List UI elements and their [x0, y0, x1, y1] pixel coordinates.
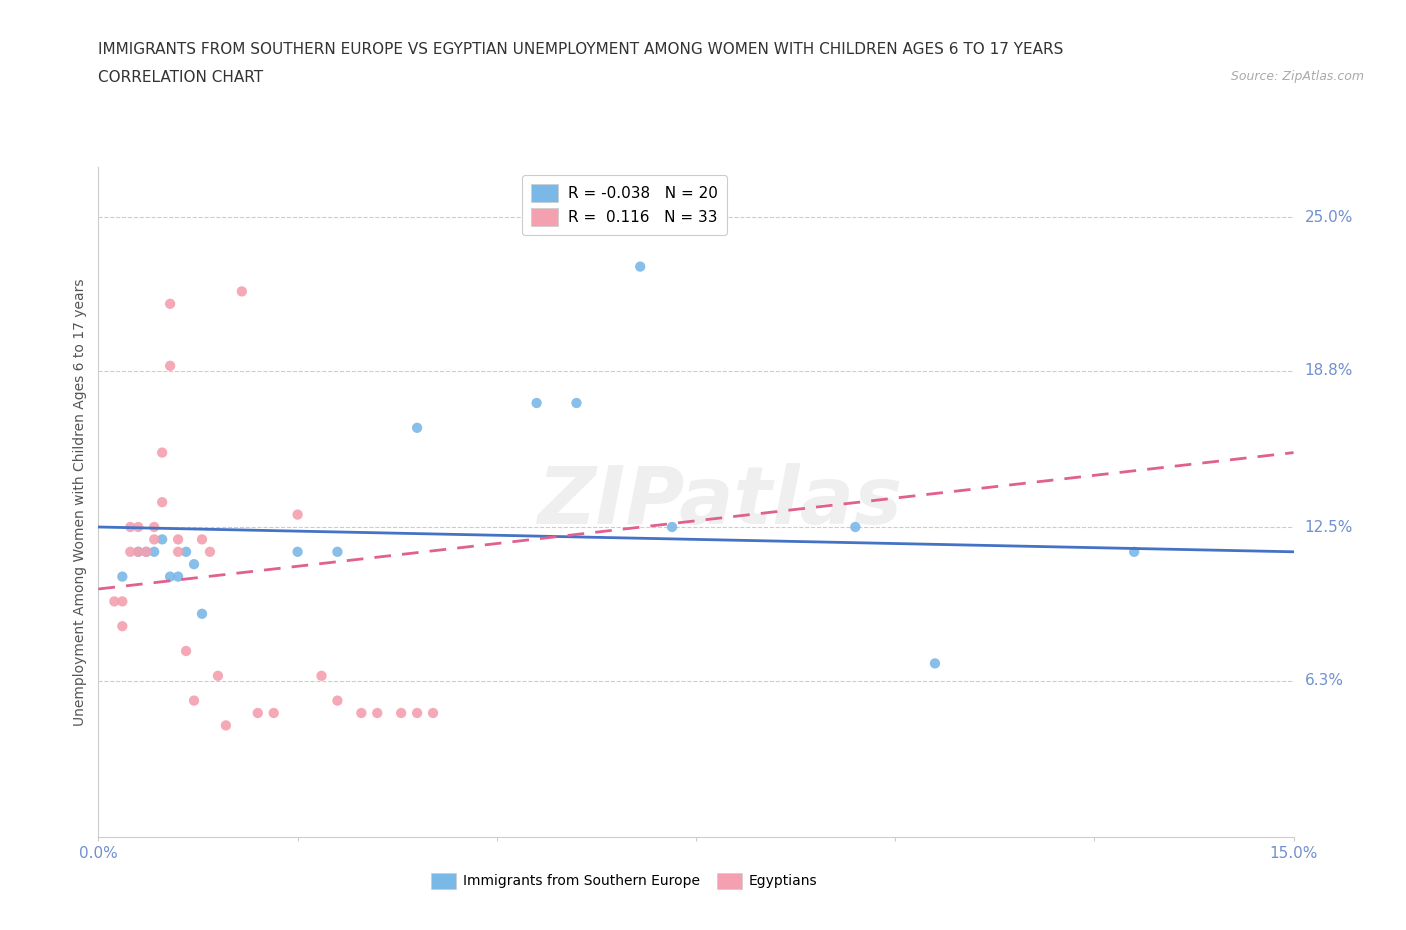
- Point: [389, 706, 412, 721]
- Point: [263, 706, 285, 721]
- Point: [150, 532, 173, 547]
- Point: [183, 557, 205, 572]
- Point: [366, 706, 388, 721]
- Point: [191, 532, 214, 547]
- Point: [111, 618, 134, 633]
- Point: [191, 606, 214, 621]
- Point: [111, 594, 134, 609]
- Point: [167, 569, 190, 584]
- Point: [159, 297, 181, 312]
- Text: CORRELATION CHART: CORRELATION CHART: [98, 70, 263, 85]
- Point: [246, 706, 269, 721]
- Text: 25.0%: 25.0%: [1305, 209, 1353, 224]
- Text: IMMIGRANTS FROM SOUTHERN EUROPE VS EGYPTIAN UNEMPLOYMENT AMONG WOMEN WITH CHILDR: IMMIGRANTS FROM SOUTHERN EUROPE VS EGYPT…: [98, 42, 1064, 57]
- Point: [326, 544, 349, 559]
- Point: [311, 669, 333, 684]
- Point: [326, 693, 349, 708]
- Point: [135, 544, 157, 559]
- Point: [183, 693, 205, 708]
- Point: [406, 420, 429, 435]
- Text: 18.8%: 18.8%: [1305, 364, 1353, 379]
- Point: [174, 644, 197, 658]
- Text: 12.5%: 12.5%: [1305, 520, 1353, 535]
- Text: ZIPatlas: ZIPatlas: [537, 463, 903, 541]
- Point: [127, 520, 149, 535]
- Point: [143, 520, 166, 535]
- Point: [231, 284, 253, 299]
- Point: [135, 544, 157, 559]
- Point: [159, 569, 181, 584]
- Point: [150, 495, 173, 510]
- Point: [1123, 544, 1146, 559]
- Point: [143, 544, 166, 559]
- Point: [628, 259, 651, 274]
- Point: [406, 706, 429, 721]
- Point: [167, 544, 190, 559]
- Point: [844, 520, 866, 535]
- Point: [103, 594, 125, 609]
- Point: [287, 507, 309, 522]
- Point: [111, 569, 134, 584]
- Point: [127, 544, 149, 559]
- Point: [198, 544, 221, 559]
- Point: [924, 656, 946, 671]
- Point: [215, 718, 238, 733]
- Point: [350, 706, 373, 721]
- Point: [422, 706, 444, 721]
- Point: [526, 395, 548, 410]
- Legend: Immigrants from Southern Europe, Egyptians: Immigrants from Southern Europe, Egyptia…: [423, 864, 825, 897]
- Point: [159, 358, 181, 373]
- Text: 6.3%: 6.3%: [1305, 673, 1344, 688]
- Point: [120, 520, 142, 535]
- Point: [207, 669, 229, 684]
- Point: [565, 395, 588, 410]
- Point: [287, 544, 309, 559]
- Point: [174, 544, 197, 559]
- Point: [661, 520, 683, 535]
- Text: Source: ZipAtlas.com: Source: ZipAtlas.com: [1230, 70, 1364, 83]
- Point: [167, 532, 190, 547]
- Point: [127, 544, 149, 559]
- Point: [120, 544, 142, 559]
- Point: [150, 445, 173, 460]
- Y-axis label: Unemployment Among Women with Children Ages 6 to 17 years: Unemployment Among Women with Children A…: [73, 278, 87, 726]
- Point: [143, 532, 166, 547]
